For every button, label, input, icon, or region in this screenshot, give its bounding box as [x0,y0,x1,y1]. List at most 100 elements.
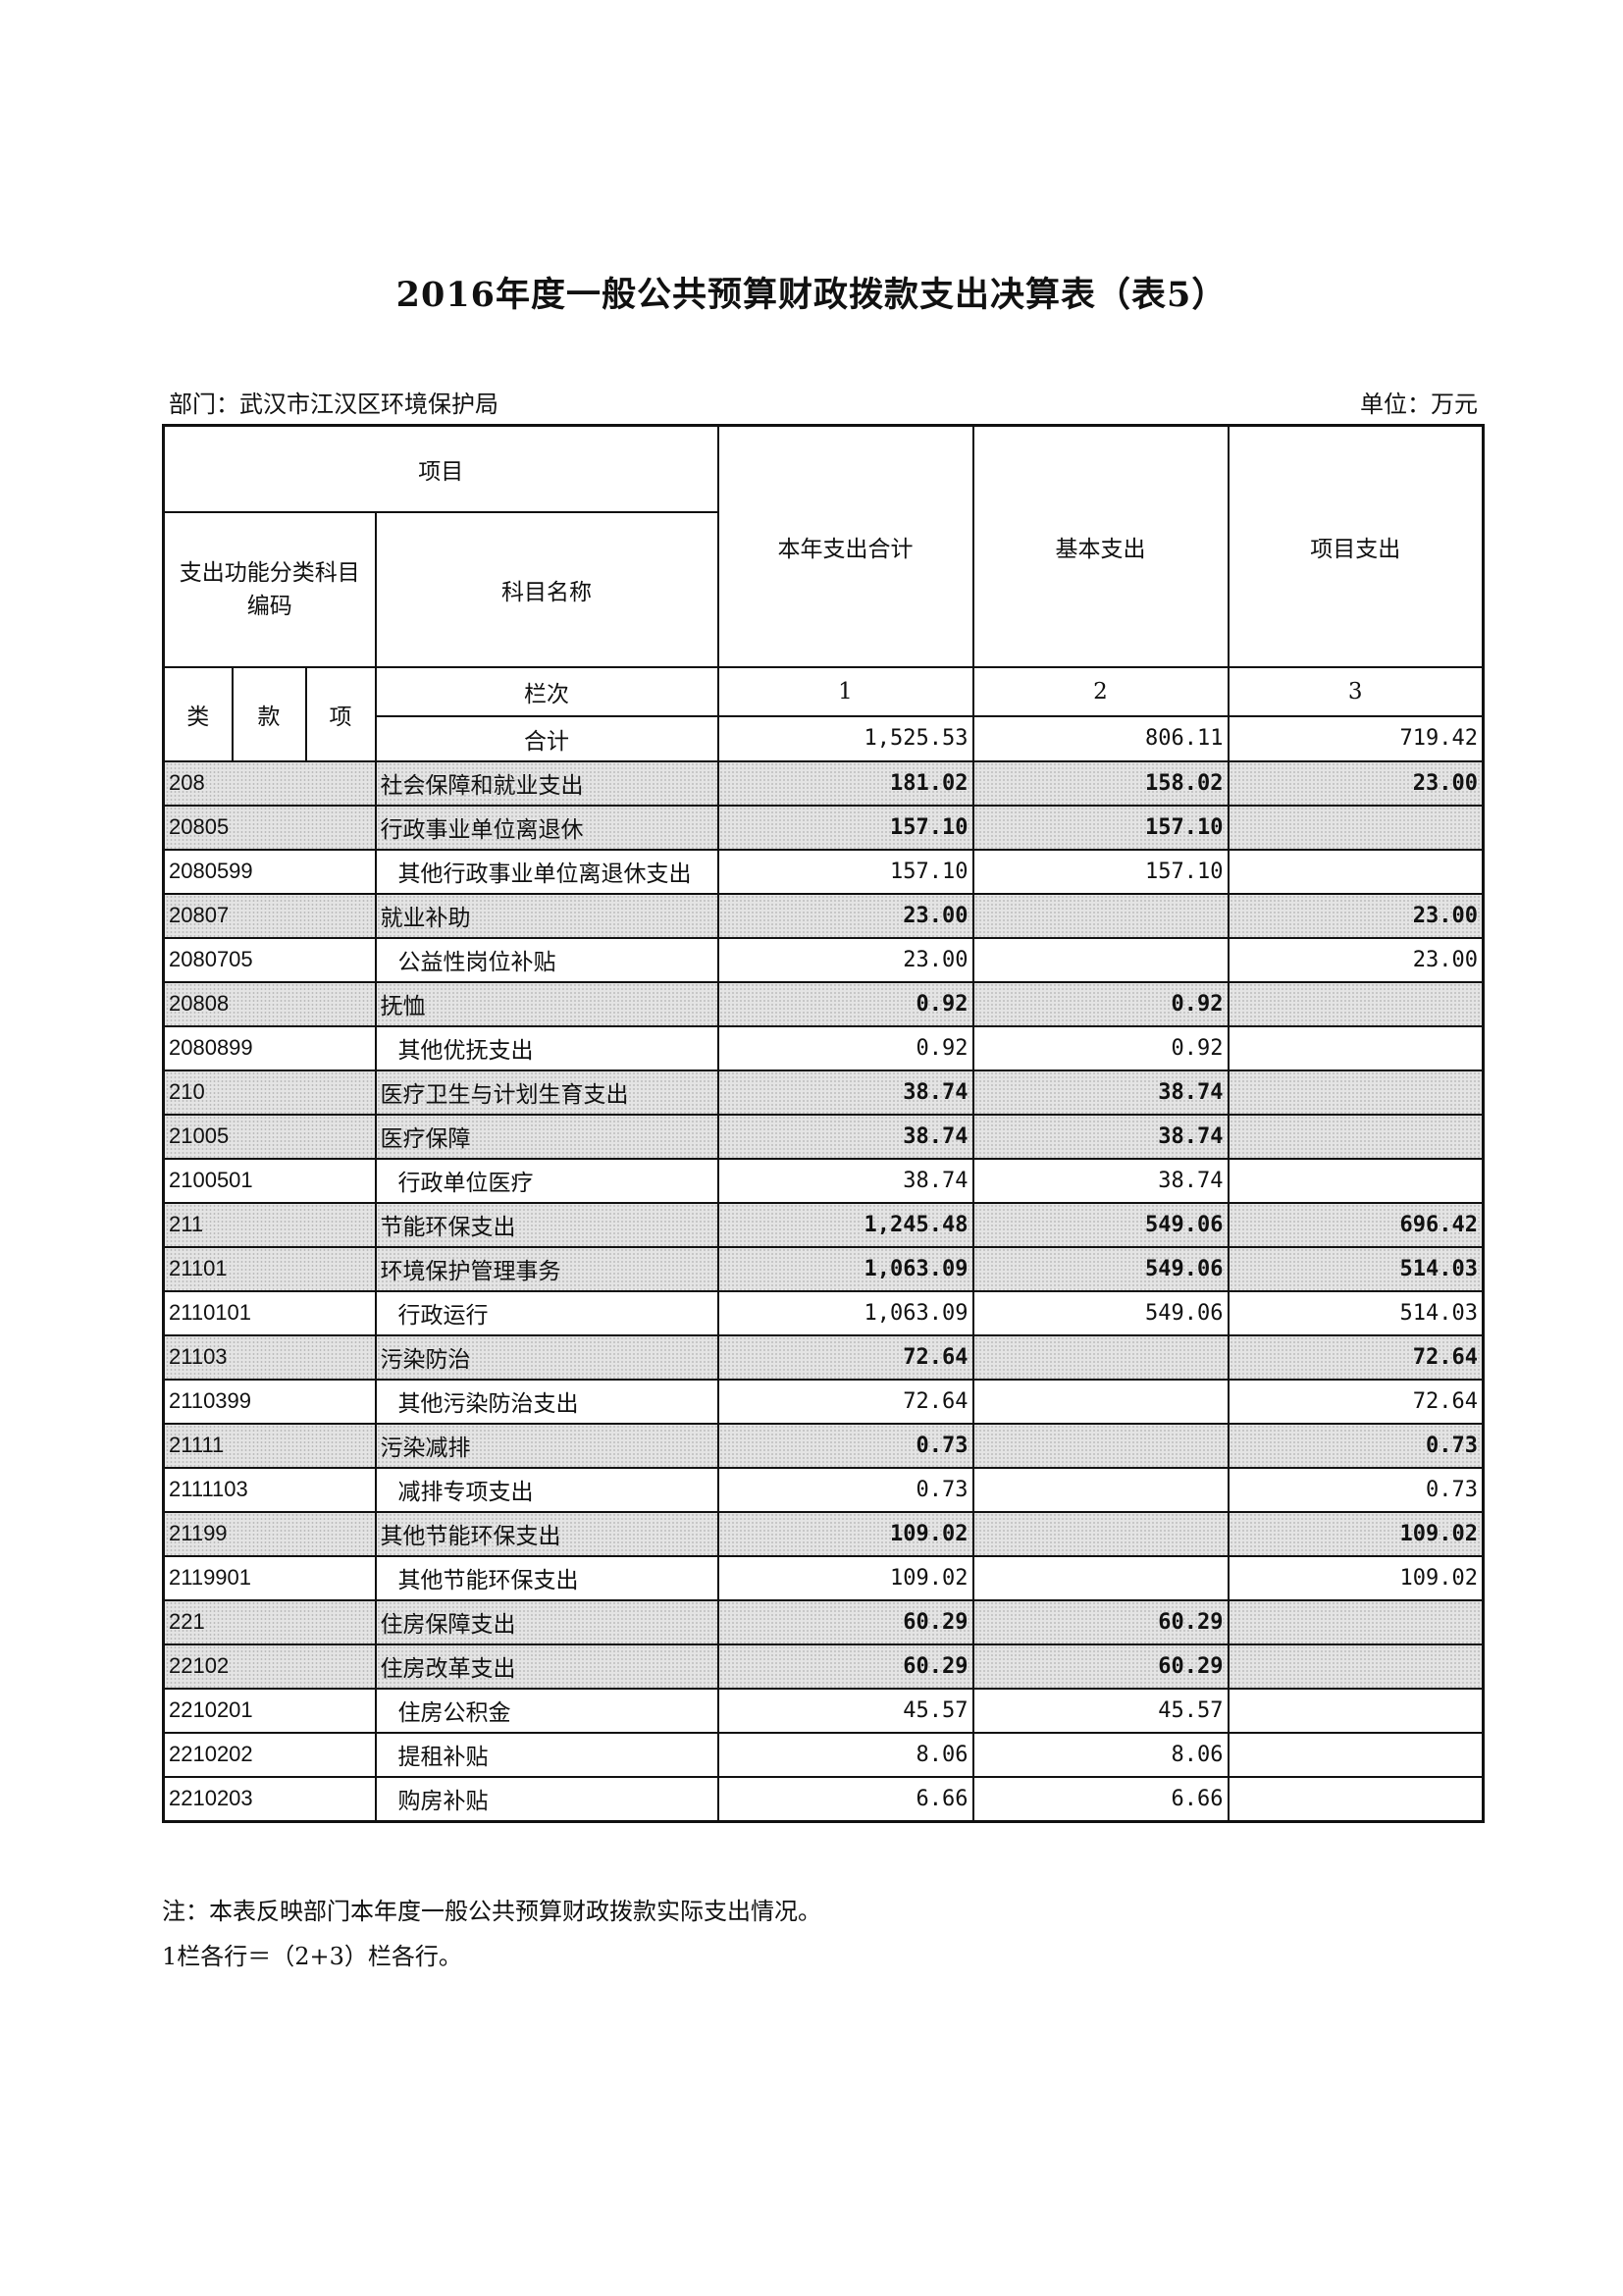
header-name: 科目名称 [374,510,719,668]
note-1: 注：本表反映部门本年度一般公共预算财政拨款实际支出情况。 [162,1898,821,1925]
table-row: 2119901 其他节能环保支出 109.02 109.02 [162,1554,1485,1601]
sum-total: 1,525.53 [716,714,974,762]
table-row: 2080899 其他优抚支出 0.92 0.92 [162,1024,1485,1071]
cell-basic [971,1378,1230,1425]
cell-basic: 45.57 [971,1687,1230,1734]
cell-basic: 6.66 [971,1775,1230,1822]
table-row: 2111103 减排专项支出 0.73 0.73 [162,1466,1485,1513]
table-row: 21199 其他节能环保支出 109.02 109.02 [162,1510,1485,1557]
cell-code: 21103 [162,1333,377,1381]
header-project: 项目支出 [1227,424,1485,668]
column-number-3: 3 [1227,665,1485,717]
cell-project [1227,1598,1485,1645]
cell-total: 8.06 [716,1731,974,1778]
cell-name: 公益性岗位补贴 [374,936,719,983]
sum-label: 合计 [374,714,719,762]
cell-name: 提租补贴 [374,1731,719,1778]
cell-code: 2080705 [162,936,377,983]
cell-project: 109.02 [1227,1510,1485,1557]
cell-name: 节能环保支出 [374,1201,719,1248]
cell-basic: 0.92 [971,1024,1230,1071]
cell-name: 住房保障支出 [374,1598,719,1645]
cell-project: 23.00 [1227,759,1485,807]
cell-code: 2210202 [162,1731,377,1778]
header-lei: 类 [162,665,234,762]
cell-name: 医疗保障 [374,1113,719,1160]
cell-code: 2080599 [162,848,377,895]
cell-name: 环境保护管理事务 [374,1245,719,1292]
cell-project: 0.73 [1227,1422,1485,1469]
table-row: 208 社会保障和就业支出 181.02 158.02 23.00 [162,759,1485,807]
column-number-1: 1 [716,665,974,717]
cell-code: 20805 [162,804,377,851]
cell-name: 其他节能环保支出 [374,1554,719,1601]
cell-project: 23.00 [1227,936,1485,983]
cell-basic [971,1333,1230,1381]
cell-name: 污染防治 [374,1333,719,1381]
cell-basic [971,1554,1230,1601]
cell-code: 211 [162,1201,377,1248]
cell-code: 210 [162,1069,377,1116]
cell-basic: 38.74 [971,1069,1230,1116]
table-row: 21111 污染减排 0.73 0.73 [162,1422,1485,1469]
page-title: 2016年度一般公共预算财政拨款支出决算表（表5） [395,275,1228,315]
cell-code: 21199 [162,1510,377,1557]
cell-code: 2210201 [162,1687,377,1734]
cell-code: 208 [162,759,377,807]
cell-project: 0.73 [1227,1466,1485,1513]
cell-basic: 8.06 [971,1731,1230,1778]
cell-name: 购房补贴 [374,1775,719,1822]
table-row: 2210201 住房公积金 45.57 45.57 [162,1687,1485,1734]
table-row: 21101 环境保护管理事务 1,063.09 549.06 514.03 [162,1245,1485,1292]
table-row: 20808 抚恤 0.92 0.92 [162,980,1485,1027]
sum-basic: 806.11 [971,714,1230,762]
cell-code: 2210203 [162,1775,377,1822]
column-number-label: 栏次 [374,665,719,717]
column-number-2: 2 [971,665,1230,717]
cell-project [1227,1687,1485,1734]
cell-project [1227,1775,1485,1822]
header-code: 支出功能分类科目编码 [162,510,377,668]
cell-basic [971,1466,1230,1513]
cell-project: 514.03 [1227,1289,1485,1336]
cell-total: 38.74 [716,1113,974,1160]
cell-total: 109.02 [716,1510,974,1557]
cell-total: 60.29 [716,1643,974,1690]
cell-total: 0.73 [716,1466,974,1513]
cell-basic: 157.10 [971,848,1230,895]
cell-total: 38.74 [716,1157,974,1204]
cell-code: 2111103 [162,1466,377,1513]
cell-basic [971,892,1230,939]
cell-code: 2110399 [162,1378,377,1425]
cell-code: 22102 [162,1643,377,1690]
cell-project: 23.00 [1227,892,1485,939]
cell-project [1227,1113,1485,1160]
cell-code: 21005 [162,1113,377,1160]
cell-total: 6.66 [716,1775,974,1822]
cell-total: 38.74 [716,1069,974,1116]
header-xiang: 项 [304,665,377,762]
table-row: 20805 行政事业单位离退休 157.10 157.10 [162,804,1485,851]
cell-project: 72.64 [1227,1378,1485,1425]
cell-name: 就业补助 [374,892,719,939]
cell-code: 20807 [162,892,377,939]
table-row: 20807 就业补助 23.00 23.00 [162,892,1485,939]
table-row: 2210202 提租补贴 8.06 8.06 [162,1731,1485,1778]
cell-basic: 158.02 [971,759,1230,807]
cell-project: 109.02 [1227,1554,1485,1601]
cell-project [1227,1069,1485,1116]
cell-basic: 549.06 [971,1201,1230,1248]
cell-total: 181.02 [716,759,974,807]
header-kuan: 款 [231,665,307,762]
cell-name: 行政运行 [374,1289,719,1336]
cell-basic [971,936,1230,983]
expenditure-table: 项目 本年支出合计 基本支出 项目支出 支出功能分类科目编码 科目名称 类 款 … [162,424,1485,1823]
table-row: 2110101 行政运行 1,063.09 549.06 514.03 [162,1289,1485,1336]
cell-project: 696.42 [1227,1201,1485,1248]
header-basic: 基本支出 [971,424,1230,668]
cell-code: 21111 [162,1422,377,1469]
cell-code: 2119901 [162,1554,377,1601]
cell-basic: 60.29 [971,1643,1230,1690]
cell-total: 23.00 [716,936,974,983]
cell-total: 0.92 [716,1024,974,1071]
